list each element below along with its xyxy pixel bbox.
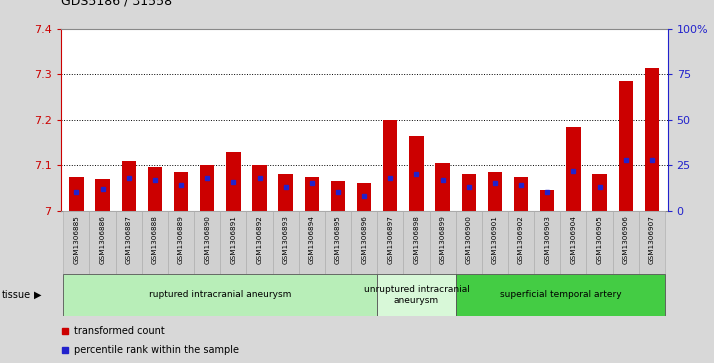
- Bar: [325, 211, 351, 274]
- Text: GSM1306890: GSM1306890: [204, 216, 210, 265]
- Bar: [377, 211, 403, 274]
- Bar: [357, 183, 371, 211]
- Text: GSM1306899: GSM1306899: [440, 216, 446, 265]
- Bar: [194, 211, 220, 274]
- Bar: [403, 211, 430, 274]
- Bar: [508, 211, 534, 274]
- Bar: [278, 174, 293, 211]
- Text: GSM1306903: GSM1306903: [544, 216, 550, 265]
- Text: GDS5186 / 31558: GDS5186 / 31558: [61, 0, 172, 7]
- Bar: [298, 211, 325, 274]
- Text: GSM1306902: GSM1306902: [518, 216, 524, 265]
- Text: ▶: ▶: [34, 290, 42, 300]
- Bar: [409, 136, 423, 211]
- Text: GSM1306901: GSM1306901: [492, 216, 498, 265]
- Bar: [252, 165, 267, 211]
- Text: GSM1306897: GSM1306897: [387, 216, 393, 265]
- Text: GSM1306893: GSM1306893: [283, 216, 288, 265]
- Bar: [534, 211, 560, 274]
- Bar: [64, 274, 377, 316]
- Bar: [540, 190, 555, 211]
- Text: GSM1306885: GSM1306885: [74, 216, 79, 265]
- Bar: [456, 211, 482, 274]
- Bar: [560, 211, 586, 274]
- Text: GSM1306886: GSM1306886: [99, 216, 106, 265]
- Text: GSM1306904: GSM1306904: [570, 216, 576, 265]
- Bar: [639, 211, 665, 274]
- Text: GSM1306907: GSM1306907: [649, 216, 655, 265]
- Text: GSM1306895: GSM1306895: [335, 216, 341, 265]
- Bar: [200, 165, 214, 211]
- Text: GSM1306887: GSM1306887: [126, 216, 131, 265]
- Text: GSM1306906: GSM1306906: [623, 216, 629, 265]
- Bar: [174, 172, 188, 211]
- Bar: [148, 167, 162, 211]
- Bar: [273, 211, 298, 274]
- Text: percentile rank within the sample: percentile rank within the sample: [74, 345, 239, 355]
- Text: GSM1306896: GSM1306896: [361, 216, 367, 265]
- Bar: [331, 181, 345, 211]
- Text: transformed count: transformed count: [74, 326, 165, 336]
- Bar: [436, 163, 450, 211]
- Bar: [89, 211, 116, 274]
- Bar: [246, 211, 273, 274]
- Text: GSM1306894: GSM1306894: [309, 216, 315, 265]
- Bar: [383, 120, 398, 211]
- Bar: [514, 176, 528, 211]
- Bar: [566, 127, 580, 211]
- Text: GSM1306900: GSM1306900: [466, 216, 472, 265]
- Bar: [64, 211, 89, 274]
- Text: GSM1306888: GSM1306888: [152, 216, 158, 265]
- Text: GSM1306905: GSM1306905: [597, 216, 603, 265]
- Text: tissue: tissue: [1, 290, 31, 300]
- Text: GSM1306891: GSM1306891: [231, 216, 236, 265]
- Bar: [116, 211, 142, 274]
- Bar: [351, 211, 377, 274]
- Text: ruptured intracranial aneurysm: ruptured intracranial aneurysm: [149, 290, 291, 299]
- Bar: [618, 81, 633, 211]
- Bar: [69, 176, 84, 211]
- Text: GSM1306892: GSM1306892: [256, 216, 263, 265]
- Text: GSM1306898: GSM1306898: [413, 216, 419, 265]
- Text: superficial temporal artery: superficial temporal artery: [500, 290, 621, 299]
- Bar: [220, 211, 246, 274]
- Bar: [488, 172, 502, 211]
- Bar: [168, 211, 194, 274]
- Bar: [613, 211, 639, 274]
- Bar: [121, 160, 136, 211]
- Bar: [430, 211, 456, 274]
- Text: unruptured intracranial
aneurysm: unruptured intracranial aneurysm: [363, 285, 469, 305]
- Bar: [461, 174, 476, 211]
- Bar: [305, 176, 319, 211]
- Bar: [586, 211, 613, 274]
- Bar: [456, 274, 665, 316]
- Bar: [142, 211, 168, 274]
- Bar: [593, 174, 607, 211]
- Bar: [377, 274, 456, 316]
- Bar: [645, 68, 659, 211]
- Text: GSM1306889: GSM1306889: [178, 216, 184, 265]
- Bar: [96, 179, 110, 211]
- Bar: [482, 211, 508, 274]
- Bar: [226, 152, 241, 211]
